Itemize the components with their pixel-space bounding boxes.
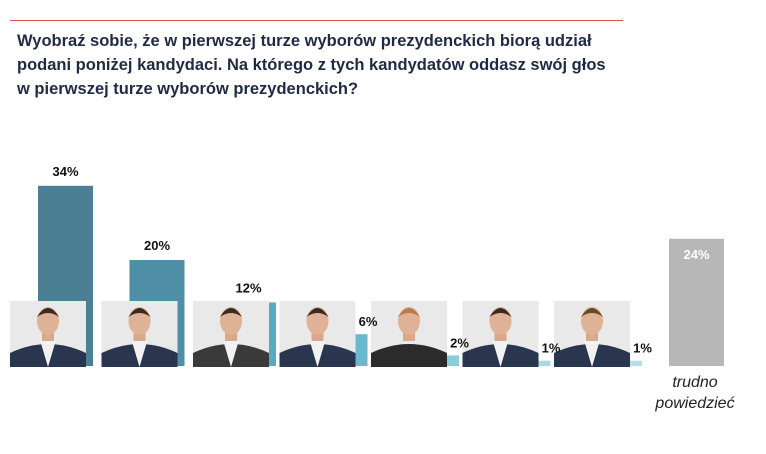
value-label-2: 20% — [144, 238, 170, 253]
category-label-undecided: trudno powiedzieć — [655, 374, 735, 412]
value-label-undecided: 24% — [683, 247, 709, 262]
portraits-layer — [10, 301, 630, 367]
candidate-5-portrait-icon — [371, 301, 447, 367]
candidate-3-portrait-icon — [193, 301, 269, 367]
value-label-7: 1% — [633, 341, 652, 356]
value-label-6: 1% — [542, 341, 561, 356]
candidate-4-portrait-icon — [279, 301, 356, 367]
question-title: Wyobraź sobie, że w pierwszej turze wybo… — [17, 32, 606, 98]
value-label-3: 12% — [235, 280, 261, 295]
candidate-7-portrait-icon — [554, 301, 630, 367]
top-rule — [10, 20, 623, 21]
value-label-4: 6% — [359, 314, 378, 329]
candidate-1-portrait-icon — [10, 301, 86, 367]
value-labels-layer: 34% 20% 12% 6% 2% 1% 1% 24% — [52, 164, 709, 356]
bar-undecided — [669, 238, 724, 366]
value-label-1: 34% — [52, 164, 78, 179]
candidate-6-portrait-icon — [462, 301, 539, 367]
value-label-5: 2% — [450, 335, 469, 350]
candidate-2-portrait-icon — [101, 301, 178, 367]
